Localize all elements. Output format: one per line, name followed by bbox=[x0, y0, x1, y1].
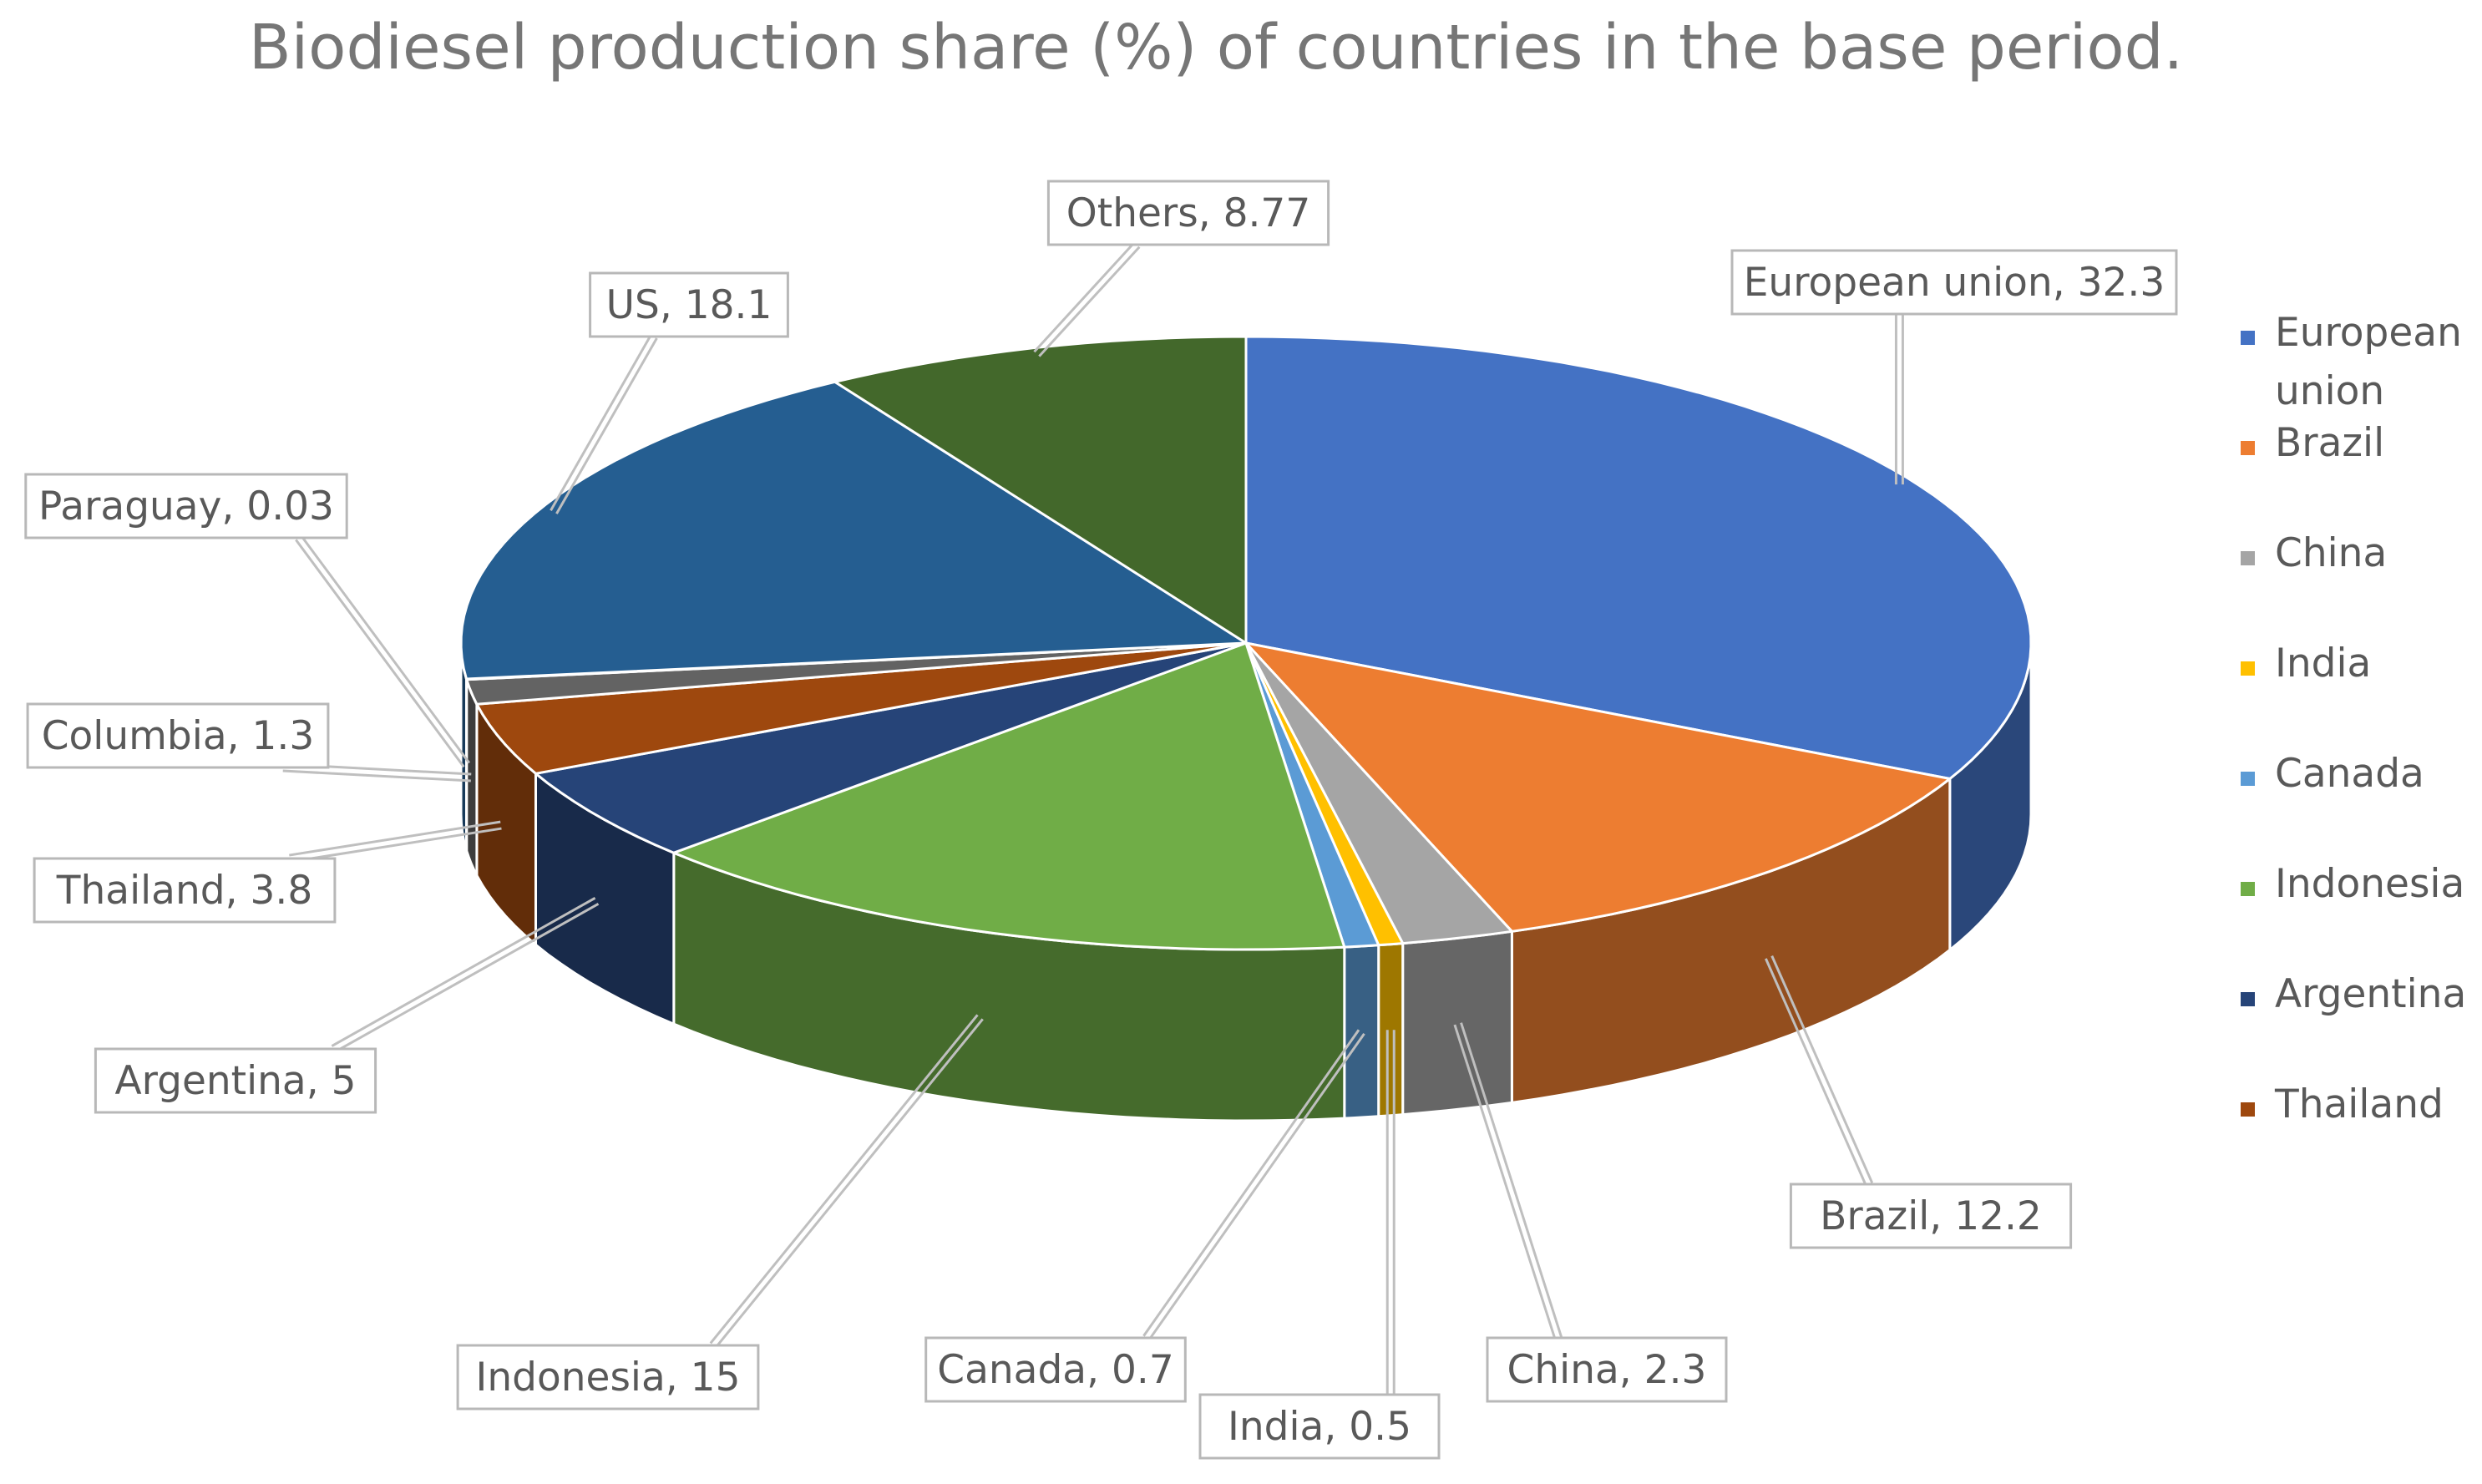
data-label-box-paraguay bbox=[24, 473, 348, 539]
legend-swatch-argentina bbox=[2241, 992, 2255, 1006]
leader-line-us bbox=[555, 337, 658, 514]
data-labels: European union, 32.3 Brazil, 12.2 China, 2… bbox=[24, 180, 2178, 1460]
pie-side-columbia bbox=[465, 679, 479, 876]
legend-label-india: India bbox=[2275, 641, 2371, 686]
leader-line-argentina bbox=[331, 896, 596, 1047]
pie-side-canada bbox=[1343, 944, 1380, 1120]
leader-line-thailand bbox=[290, 827, 502, 864]
data-label-box-brazil bbox=[1789, 1183, 2073, 1249]
data-label-box-thailand bbox=[33, 857, 337, 924]
legend-label-canada: Canada bbox=[2275, 751, 2424, 797]
leader-line-indonesia bbox=[709, 1014, 979, 1345]
pie-side-china bbox=[1401, 929, 1513, 1117]
data-label-box-european-union bbox=[1730, 249, 2178, 316]
leader-line-others bbox=[1033, 241, 1136, 353]
pie-slice-others bbox=[833, 335, 1248, 645]
pie-slice-european-union bbox=[1244, 335, 2033, 780]
data-label-thailand: Thailand, 3.8 bbox=[56, 868, 312, 914]
data-label-box-us bbox=[589, 271, 789, 338]
data-label-box-others bbox=[1046, 180, 1330, 246]
leader-line-china bbox=[1460, 1022, 1563, 1338]
data-label-brazil: Brazil, 12.2 bbox=[1820, 1193, 2042, 1239]
data-label-china: China, 2.3 bbox=[1507, 1347, 1707, 1393]
legend-label-brazil: Brazil bbox=[2275, 420, 2384, 466]
legend-swatch-china bbox=[2241, 551, 2255, 565]
pie-slice-indonesia bbox=[672, 641, 1346, 951]
data-label-paraguay: Paraguay, 0.03 bbox=[38, 484, 334, 529]
legend-swatch-canada bbox=[2241, 772, 2255, 786]
data-label-box-canada bbox=[924, 1336, 1187, 1403]
pie-slice-argentina bbox=[534, 641, 1248, 854]
leader-line-brazil bbox=[1765, 958, 1867, 1187]
pie-slice-us bbox=[459, 380, 1248, 681]
data-label-columbia: Columbia, 1.3 bbox=[42, 713, 315, 759]
data-label-canada: Canada, 0.7 bbox=[937, 1347, 1173, 1393]
leader-line-paraguay bbox=[295, 539, 465, 768]
data-label-european-union: European union, 32.3 bbox=[1744, 260, 2165, 306]
leader-line-brazil bbox=[1770, 955, 1874, 1183]
pie-side-walls bbox=[459, 642, 2033, 1122]
pie-slice-thailand bbox=[475, 641, 1248, 775]
data-label-indonesia: Indonesia, 15 bbox=[476, 1355, 741, 1400]
pie-slice-china bbox=[1244, 641, 1513, 945]
legend-swatch-brazil bbox=[2241, 441, 2255, 455]
leader-line-others bbox=[1038, 246, 1141, 357]
leader-line-canada bbox=[1147, 1032, 1365, 1341]
data-label-box-indonesia bbox=[456, 1344, 760, 1411]
legend-swatch-european-union bbox=[2241, 331, 2255, 345]
data-label-india: India, 0.5 bbox=[1228, 1404, 1411, 1450]
legend-swatch-india bbox=[2241, 661, 2255, 676]
legend: European union Brazil China India Canada Indon… bbox=[2241, 310, 2466, 1127]
leader-line-indonesia bbox=[714, 1018, 984, 1349]
data-label-box-india bbox=[1198, 1393, 1441, 1460]
pie-slice-brazil bbox=[1244, 641, 1952, 933]
leader-line-argentina bbox=[334, 902, 600, 1053]
legend-label-european-union: European union bbox=[2275, 310, 2462, 414]
leader-line-us bbox=[550, 334, 652, 511]
leader-line-columbia bbox=[282, 769, 471, 783]
legend-swatch-indonesia bbox=[2241, 882, 2255, 896]
data-label-box-china bbox=[1486, 1336, 1728, 1403]
legend-label-argentina: Argentina bbox=[2275, 971, 2466, 1017]
leader-line-thailand bbox=[289, 820, 501, 857]
data-label-us: US, 18.1 bbox=[606, 282, 772, 328]
legend-swatch-thailand bbox=[2241, 1102, 2255, 1117]
chart-title: Biodiesel production share (%) of countr… bbox=[249, 12, 2183, 84]
legend-label-indonesia: Indonesia bbox=[2275, 861, 2464, 907]
pie-top-faces bbox=[459, 335, 2033, 951]
data-label-others: Others, 8.77 bbox=[1066, 190, 1310, 236]
leader-line-paraguay bbox=[300, 534, 471, 764]
legend-label-china: China bbox=[2275, 530, 2387, 576]
pie-side-india bbox=[1377, 941, 1405, 1118]
leader-line-china bbox=[1453, 1024, 1557, 1340]
legend-label-thailand: Thailand bbox=[2274, 1081, 2444, 1127]
data-label-box-columbia bbox=[26, 702, 330, 769]
data-label-box-argentina bbox=[94, 1047, 377, 1114]
leader-line-canada bbox=[1142, 1029, 1360, 1337]
data-label-argentina: Argentina, 5 bbox=[114, 1058, 356, 1104]
